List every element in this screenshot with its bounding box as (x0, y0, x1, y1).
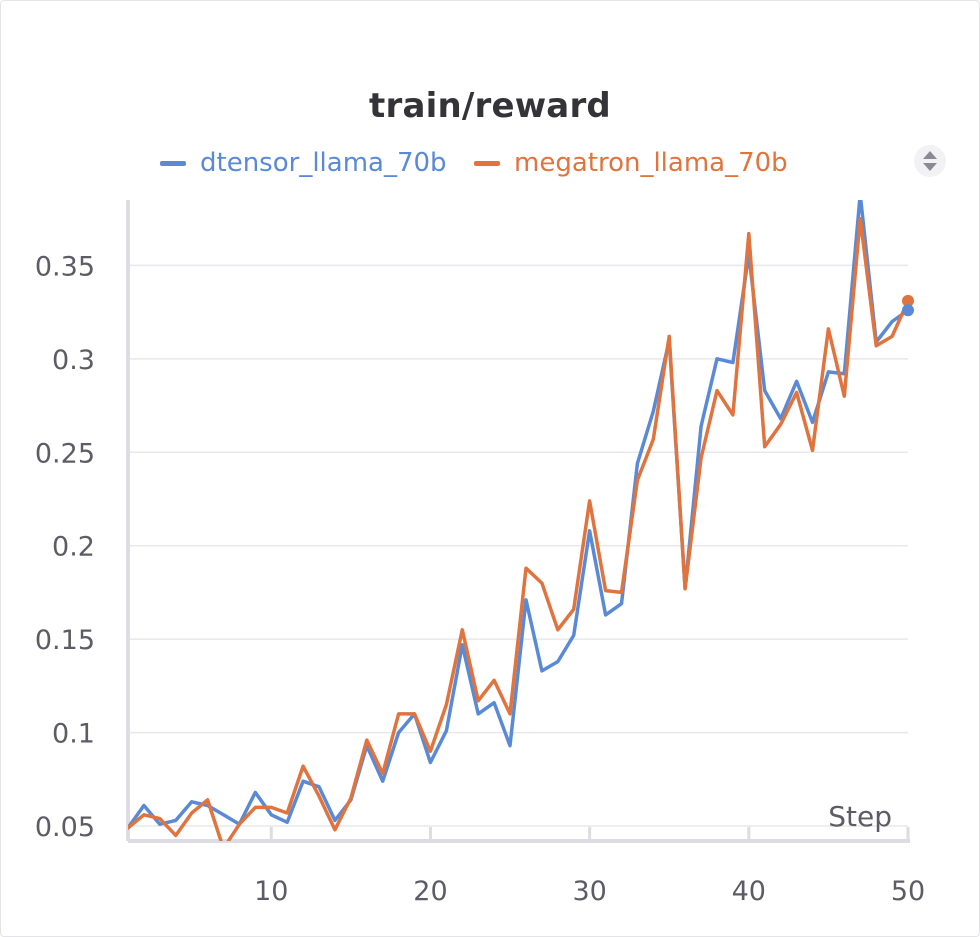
series-end-marker (902, 304, 914, 317)
x-tick-label: 20 (413, 876, 447, 907)
x-tick-label: 30 (572, 876, 606, 907)
x-tick-label: 50 (891, 876, 925, 907)
series-line-megatron[interactable] (128, 216, 910, 849)
chart-legend: dtensor_llama_70b megatron_llama_70b (0, 146, 980, 180)
legend-item-megatron[interactable]: megatron_llama_70b (474, 146, 788, 180)
legend-swatch-dtensor (160, 160, 186, 166)
series-line-dtensor[interactable] (128, 194, 910, 830)
y-tick-label: 0.1 (52, 719, 95, 750)
y-tick-label: 0.35 (35, 251, 95, 282)
x-tick-label: 10 (254, 876, 288, 907)
x-axis-title: Step (828, 800, 892, 833)
y-tick-label: 0.15 (35, 625, 95, 656)
legend-label-megatron: megatron_llama_70b (514, 148, 788, 178)
legend-label-dtensor: dtensor_llama_70b (200, 148, 447, 178)
legend-scroll-icon (923, 151, 937, 171)
chart-title: train/reward (369, 86, 611, 126)
tick-labels: 0.05 0.1 0.15 0.2 0.25 0.3 0.35 10 20 30 40 50 Step (35, 251, 925, 907)
axes (126, 200, 910, 843)
y-tick-label: 0.25 (35, 438, 95, 469)
gridlines (128, 264, 908, 827)
y-tick-label: 0.2 (52, 532, 95, 563)
legend-swatch-megatron (474, 160, 500, 166)
legend-scroll-control[interactable] (914, 145, 946, 177)
series-end-marker (902, 294, 914, 307)
legend-item-dtensor[interactable]: dtensor_llama_70b (160, 146, 447, 180)
y-tick-label: 0.3 (52, 345, 95, 376)
series-lines (128, 194, 914, 849)
y-tick-label: 0.05 (35, 812, 95, 843)
x-tick-label: 40 (732, 876, 766, 907)
